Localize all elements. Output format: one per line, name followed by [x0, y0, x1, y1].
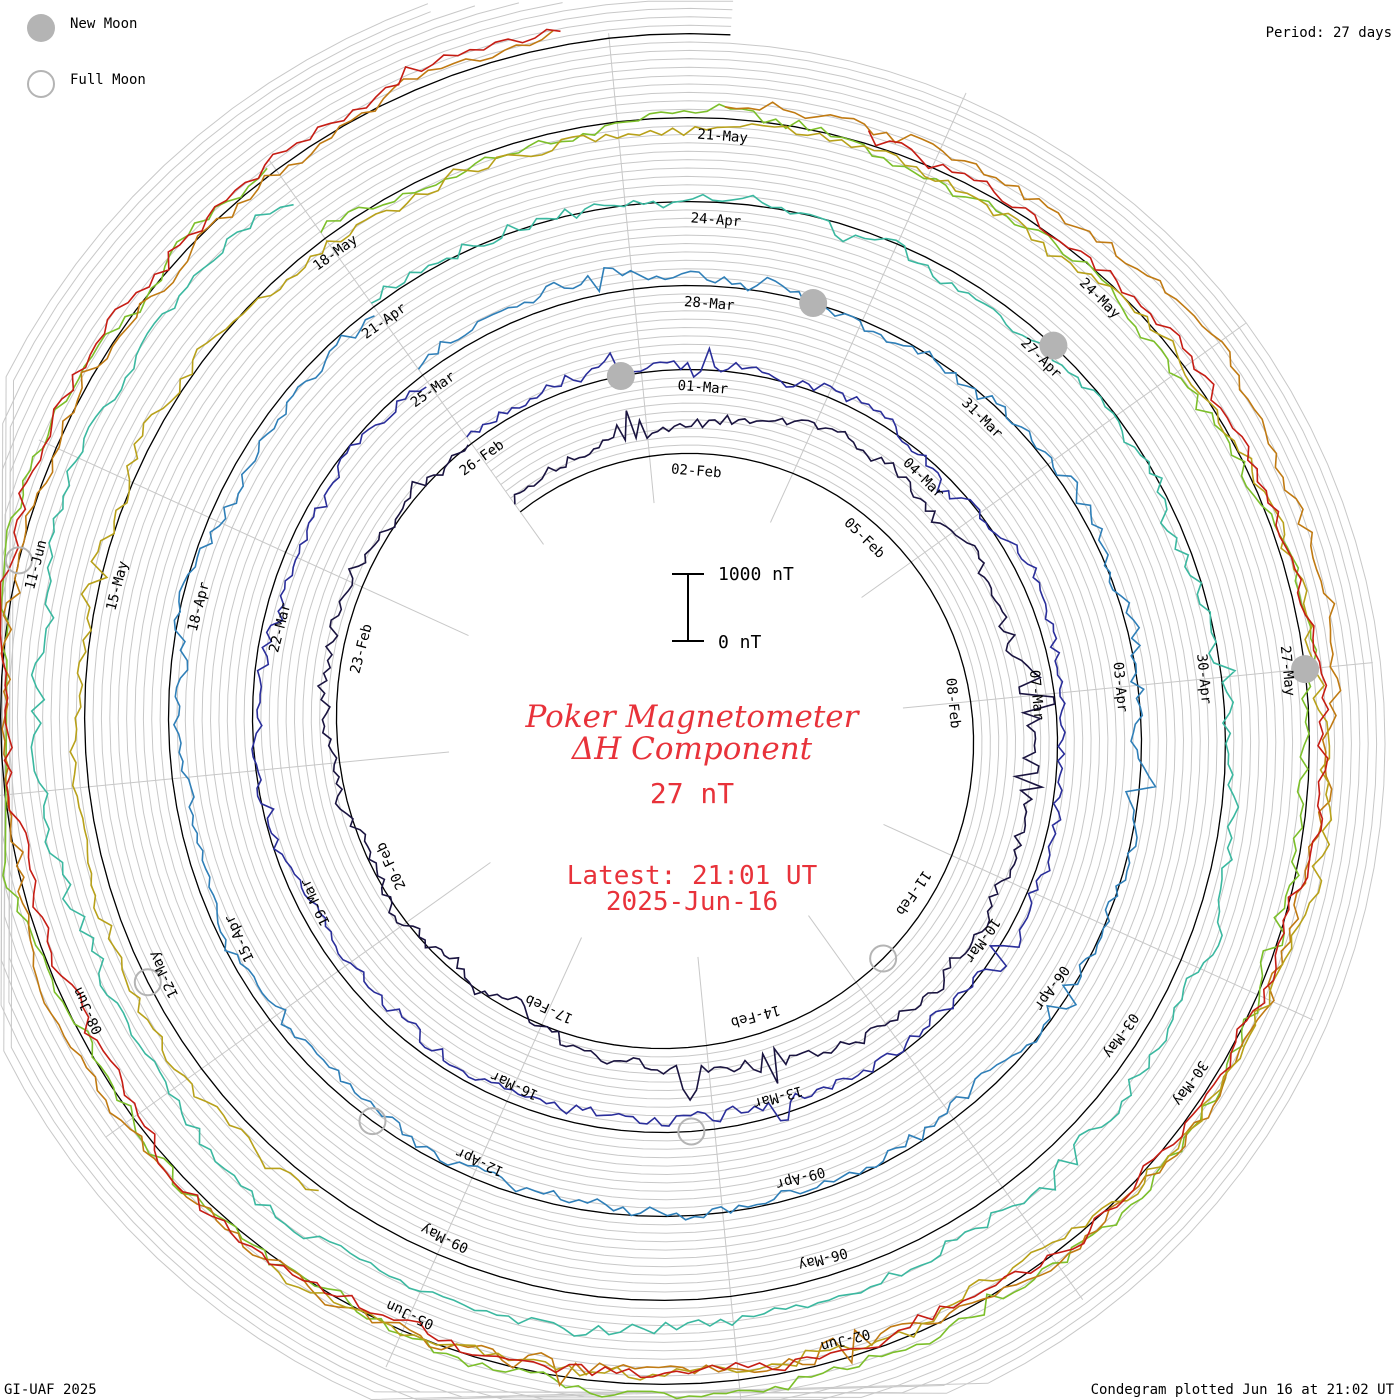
date-label: 12-May: [146, 948, 182, 1001]
date-label: 16-Mar: [488, 1067, 541, 1103]
grid-spoke: [105, 862, 491, 1138]
scale-ring: [8, 0, 1344, 1400]
date-label: 20-Feb: [373, 840, 409, 893]
date-label: 31-Mar: [958, 395, 1005, 442]
scale-ring: [0, 2, 1352, 1398]
date-label: 23-Feb: [348, 622, 376, 675]
full-moon-marker: [358, 1107, 387, 1136]
scale-bottom-label: 0 nT: [718, 632, 762, 653]
date-label: 18-May: [310, 232, 360, 274]
series-line-6: [0, 29, 1342, 1387]
date-label: 08-Jun: [70, 984, 106, 1037]
date-label: 27-May: [1277, 645, 1298, 697]
date-label: 11-Feb: [892, 867, 934, 918]
date-label: 05-Feb: [841, 515, 888, 562]
new-moon-marker: [606, 362, 635, 391]
new-moon-legend-icon: [27, 14, 55, 42]
grid-spoke: [697, 956, 742, 1400]
series-line-7: [69, 123, 1333, 1381]
grid-spoke: [385, 937, 582, 1368]
baseline-spiral: [0, 32, 1311, 1386]
date-label: 01-Mar: [677, 378, 729, 398]
new-moon-marker: [1039, 331, 1068, 360]
scale-ring: [10, 11, 1378, 1394]
date-label: 21-Apr: [359, 300, 409, 342]
scale-ring: [8, 2, 1361, 1394]
series-line-5: [0, 103, 1318, 1400]
grid-spoke: [808, 915, 1084, 1301]
date-label: 21-May: [697, 127, 749, 147]
new-moon-marker: [1291, 655, 1320, 684]
credit-label: GI-UAF 2025: [4, 1382, 97, 1398]
date-label: 15-Apr: [222, 912, 258, 965]
date-label: 28-Mar: [683, 294, 735, 314]
period-label: Period: 27 days: [1266, 25, 1392, 41]
data-series: [0, 28, 1342, 1400]
grid-spoke: [0, 751, 450, 796]
grid-spoke: [268, 159, 544, 545]
grid-spoke: [608, 33, 655, 504]
series-line-1: [316, 410, 1056, 1102]
baseline-value: 27 nT: [650, 777, 734, 810]
date-label: 19-Mar: [297, 876, 333, 929]
chart-title: Poker Magnetometer: [525, 699, 861, 735]
date-label: 14-Feb: [729, 1001, 782, 1030]
grid-spoke: [883, 824, 1314, 1021]
date-label: 25-Mar: [408, 369, 458, 411]
moon-markers: [4, 289, 1320, 1146]
series-line-8: [0, 28, 1330, 1379]
date-label: 09-May: [419, 1220, 472, 1256]
scale-top-label: 1000 nT: [718, 564, 794, 585]
date-label: 03-May: [1100, 1010, 1142, 1061]
new-moon-legend-label: New Moon: [70, 16, 137, 32]
scale-ring: [4, 7, 1336, 1400]
date-label: 06-Apr: [1030, 962, 1072, 1013]
date-label: 08-Feb: [942, 677, 963, 729]
full-moon-marker: [4, 546, 33, 575]
date-label: 26-Feb: [457, 437, 507, 479]
full-moon-marker: [133, 968, 162, 997]
date-label: 03-Apr: [1109, 661, 1130, 713]
grid-spoke: [770, 92, 967, 523]
series-line-4: [30, 193, 1240, 1337]
grid-spoke: [38, 439, 469, 636]
latest-date: 2025-Jun-16: [606, 887, 778, 917]
plotted-label: Condegram plotted Jun 16 at 21:02 UT: [1091, 1382, 1395, 1398]
latest-time: Latest: 21:01 UT: [567, 861, 818, 891]
date-label: 02-Feb: [670, 461, 722, 481]
date-label: 17-Feb: [523, 991, 576, 1027]
full-moon-marker: [677, 1117, 706, 1146]
date-label: 12-Apr: [453, 1144, 506, 1180]
date-label: 07-Mar: [1026, 669, 1047, 721]
new-moon-marker: [799, 289, 828, 318]
date-label: 30-May: [1169, 1057, 1211, 1108]
chart-subtitle: ΔH Component: [571, 731, 813, 767]
full-moon-marker: [869, 944, 898, 973]
series-line-3: [172, 266, 1157, 1221]
scale-ring: [1, 16, 1327, 1398]
date-label: 30-Apr: [1193, 653, 1214, 705]
series-line-2: [251, 345, 1066, 1127]
full-moon-legend-icon: [27, 70, 55, 98]
full-moon-legend-label: Full Moon: [70, 72, 146, 88]
scale-ring: [0, 5, 1369, 1400]
date-label: 24-Apr: [690, 210, 742, 230]
